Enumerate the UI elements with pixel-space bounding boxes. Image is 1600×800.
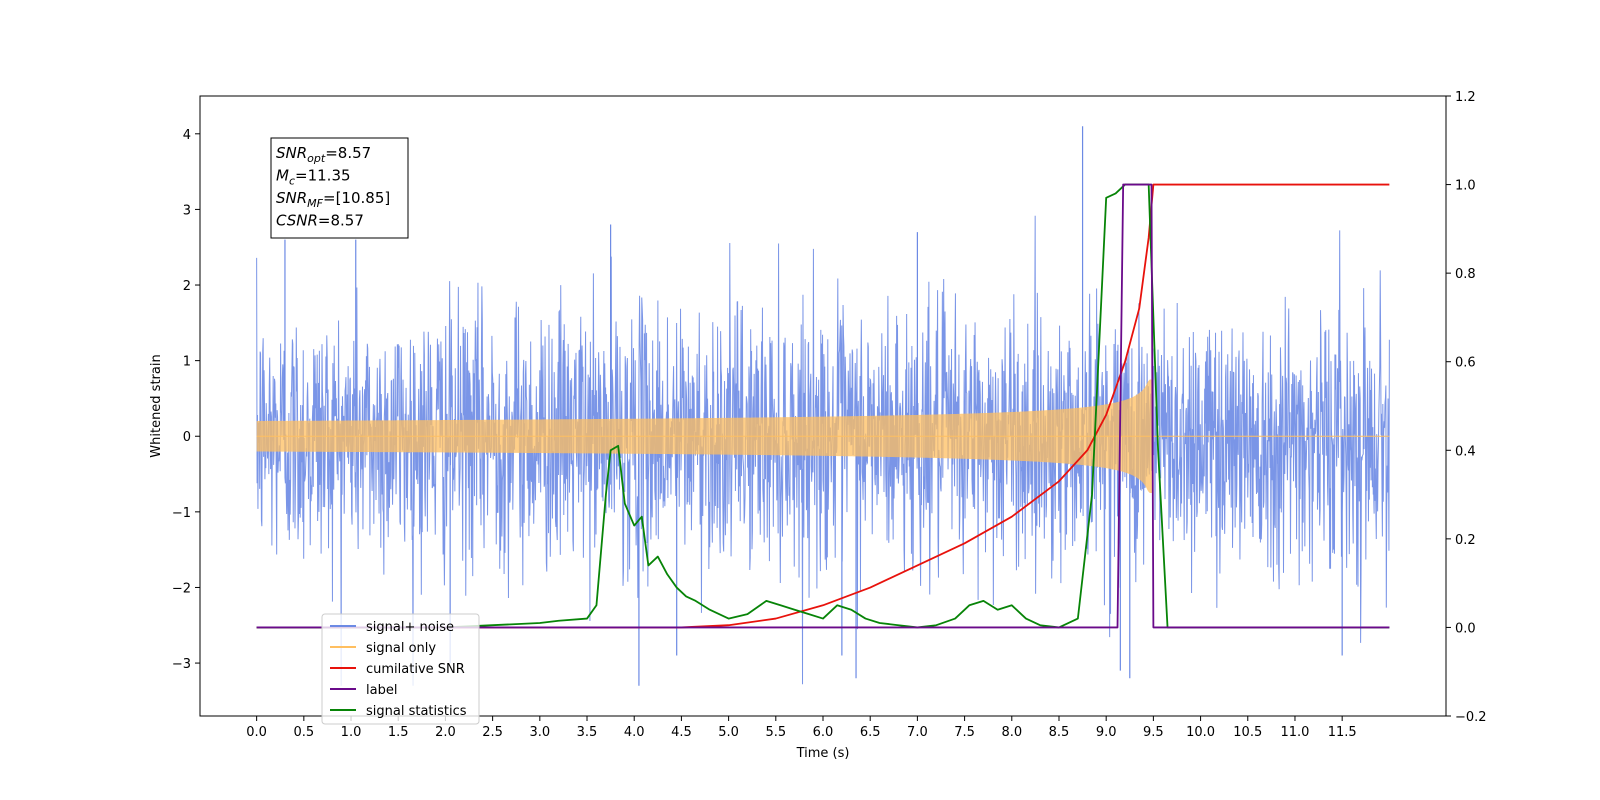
series-label (256, 183, 1390, 629)
x-tick-label: 5.0 (718, 725, 739, 740)
y2-tick-label: 0.0 (1455, 621, 1476, 636)
series-signal-plus-noise (256, 215, 1390, 686)
legend: signal+ noise signal only cumilative SNR la… (321, 613, 480, 725)
x-tick-label: 9.0 (1096, 725, 1117, 740)
x-tick-label: 3.5 (577, 725, 598, 740)
y2-tick-label: 0.8 (1455, 267, 1476, 282)
y-tick-label: 0 (183, 430, 191, 445)
annotation-subscript: opt (307, 152, 326, 165)
x-tick-label: 10.0 (1186, 725, 1215, 740)
x-tick-label: 7.0 (907, 725, 928, 740)
x-tick-label: 6.0 (813, 725, 834, 740)
annotation-symbol: CSNR (276, 212, 318, 230)
legend-label: cumilative SNR (366, 662, 465, 677)
annotation-value: =[10.85] (323, 189, 390, 207)
legend-frame (321, 613, 480, 725)
x-tick-label: 1.5 (388, 725, 409, 740)
annotation-value: =8.57 (318, 212, 364, 230)
x-tick-label: 11.0 (1280, 725, 1309, 740)
x-tick-label: 2.0 (435, 725, 456, 740)
annotation-frame (270, 137, 409, 239)
annotation-line: Mc=11.35 (276, 167, 351, 188)
annotation-symbol: SNR (276, 144, 307, 162)
x-tick-label: 10.5 (1233, 725, 1262, 740)
plot-area (256, 126, 1390, 686)
x-tick-label: 0.5 (293, 725, 314, 740)
x-tick-label: 2.5 (482, 725, 503, 740)
x-tick-label: 8.5 (1049, 725, 1070, 740)
y-axis-right: 1.2 1.0 0.8 0.6 0.4 0.2 0.0 −0.2 (1446, 90, 1487, 725)
annotation-line: SNRMF=[10.85] (276, 189, 390, 210)
x-tick-label: 5.5 (765, 725, 786, 740)
annotation-box: SNRopt=8.57Mc=11.35SNRMF=[10.85]CSNR=8.5… (270, 137, 409, 239)
x-tick-label: 7.5 (954, 725, 975, 740)
annotation-symbol: SNR (276, 189, 307, 207)
x-tick-label: 9.5 (1143, 725, 1164, 740)
y-tick-label: 4 (183, 128, 191, 143)
x-tick-label: 4.5 (671, 725, 692, 740)
y2-tick-label: −0.2 (1455, 710, 1487, 725)
annotation-symbol: M (276, 167, 289, 185)
x-axis: 0.0 0.5 1.0 1.5 2.0 2.5 3.0 3.5 4.0 4.5 5.0 5.5 6.0 6… (246, 716, 1357, 740)
legend-label: signal only (366, 641, 436, 656)
legend-label: label (366, 683, 397, 698)
y2-tick-label: 1.2 (1455, 90, 1476, 105)
y2-tick-label: 1.0 (1455, 179, 1476, 194)
x-tick-label: 11.5 (1328, 725, 1357, 740)
y-axis-label: Whitened strain (149, 354, 164, 457)
x-tick-label: 1.0 (341, 725, 362, 740)
annotation-value: =8.57 (325, 144, 371, 162)
x-tick-label: 8.0 (1001, 725, 1022, 740)
y-tick-label: −3 (172, 657, 191, 672)
y2-tick-label: 0.4 (1455, 444, 1476, 459)
annotation-value: =11.35 (295, 167, 351, 185)
annotation-line: CSNR=8.57 (276, 212, 364, 230)
legend-label: signal statistics (366, 704, 467, 719)
annotation-subscript: MF (307, 197, 323, 210)
series-cumulative-snr (256, 183, 1390, 629)
y2-tick-label: 0.6 (1455, 356, 1476, 371)
series-signal-statistics (256, 183, 1390, 629)
annotation-line: SNRopt=8.57 (276, 144, 371, 165)
annotation-subscript: c (289, 175, 295, 188)
y2-tick-label: 0.2 (1455, 533, 1476, 548)
x-axis-label: Time (s) (796, 746, 850, 761)
legend-label: signal+ noise (366, 620, 454, 635)
x-tick-label: 0.0 (246, 725, 267, 740)
y-tick-label: 2 (183, 279, 191, 294)
y-tick-label: 1 (183, 355, 191, 370)
y-axis-left: 4 3 2 1 0 −1 −2 −3 (172, 128, 200, 672)
y-tick-label: −1 (172, 506, 191, 521)
y-tick-label: 3 (183, 203, 191, 218)
x-tick-label: 4.0 (624, 725, 645, 740)
x-tick-label: 3.0 (529, 725, 550, 740)
x-tick-label: 6.5 (860, 725, 881, 740)
y-tick-label: −2 (172, 581, 191, 596)
